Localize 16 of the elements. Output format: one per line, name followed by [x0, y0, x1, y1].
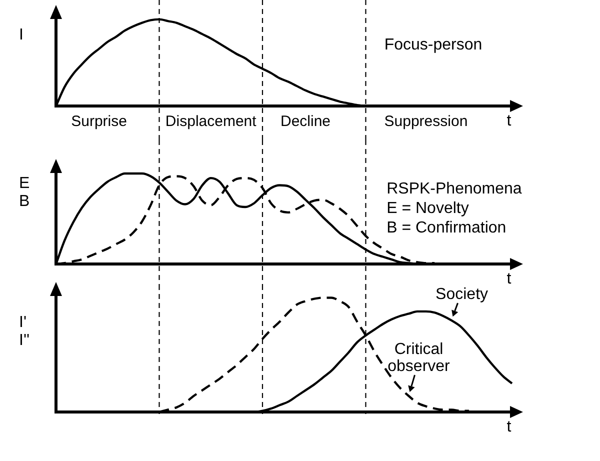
y-axis-title: I [19, 26, 24, 44]
x-tick-label: Surprise [71, 113, 127, 130]
annotation: RSPK-Phenomena [386, 180, 522, 198]
y-axis-title: E B [19, 175, 30, 210]
x-tick-label: Suppression [384, 113, 468, 130]
annotation: Focus-person [384, 36, 482, 54]
annotation: E = Novelty [386, 200, 469, 217]
annotation: B = Confirmation [386, 219, 506, 236]
x-tick-label: Displacement [165, 113, 258, 130]
x-axis-title: t [506, 270, 512, 288]
x-axis-title: t [506, 112, 512, 130]
x-axis-title: t [506, 418, 512, 436]
x-tick-label: Decline [280, 113, 331, 130]
y-axis-title: I' I'' [19, 314, 30, 350]
series-label: Critical observer [388, 340, 451, 375]
series-label: Society [436, 286, 488, 303]
